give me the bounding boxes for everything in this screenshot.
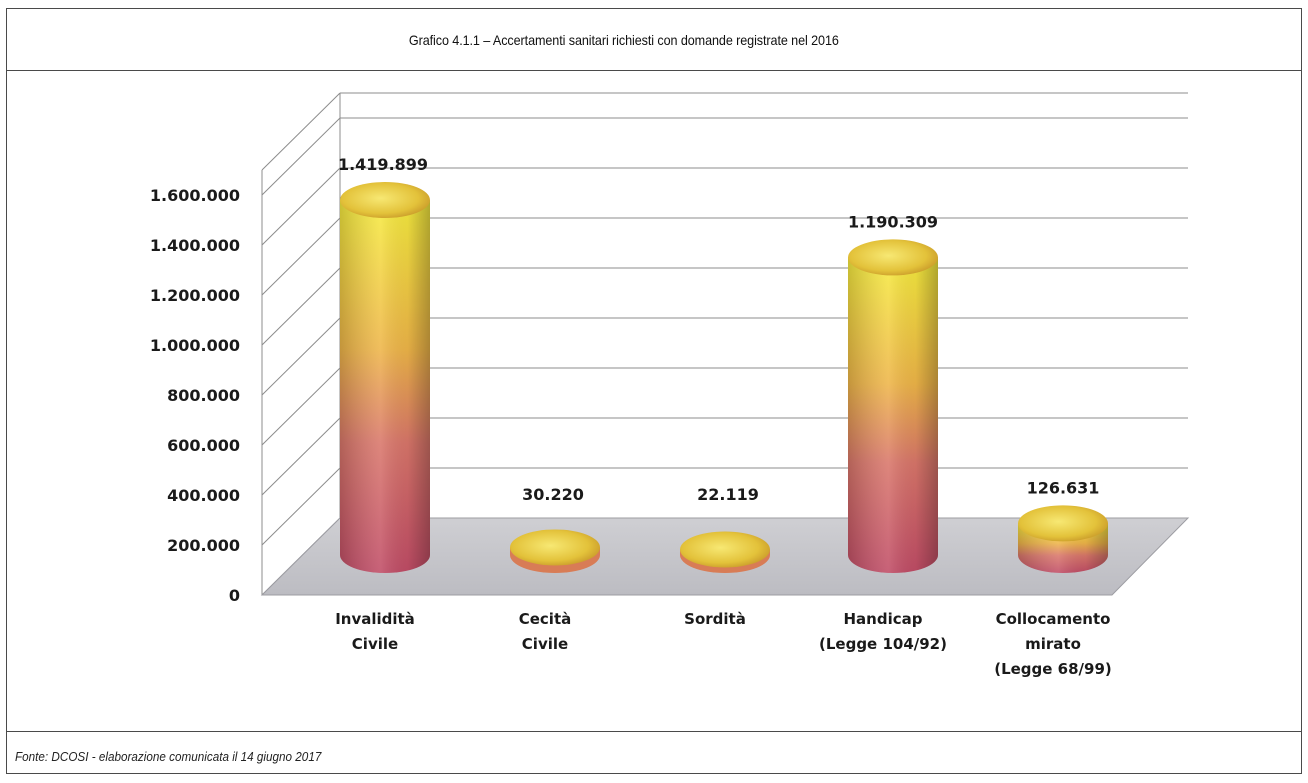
bar-shade	[340, 200, 430, 573]
gridline-side	[261, 217, 341, 296]
labels-layer: 0 200.000 400.000 600.000 800.000 1.000.000 1.…	[150, 155, 1112, 678]
gridline-side	[261, 317, 341, 396]
bar-cap	[1018, 505, 1108, 542]
y-tick-label: 1.000.000	[150, 336, 240, 355]
data-label: 126.631	[1027, 478, 1100, 497]
bar	[340, 182, 430, 573]
data-label: 22.119	[697, 485, 759, 504]
grid-layer	[261, 92, 1188, 596]
y-tick-label: 1.600.000	[150, 186, 240, 205]
bar-cap	[340, 182, 430, 219]
y-tick-label: 0	[229, 586, 240, 605]
x-tick-label: (Legge 104/92)	[819, 635, 947, 653]
x-tick-label: Civile	[522, 635, 568, 653]
y-tick-label: 800.000	[167, 386, 240, 405]
bar	[848, 239, 938, 573]
chart-frame: Grafico 4.1.1 – Accertamenti sanitari ri…	[6, 8, 1302, 774]
x-tick-label: Cecità	[519, 610, 572, 628]
gridline-side	[261, 467, 341, 546]
data-label: 1.190.309	[848, 212, 938, 231]
y-tick-label: 1.400.000	[150, 236, 240, 255]
gridline-side	[261, 117, 341, 196]
footer-divider	[7, 731, 1301, 732]
x-tick-label: Invalidità	[335, 610, 415, 628]
bar	[1018, 505, 1108, 573]
bar-cap	[680, 531, 770, 568]
title-bar: Grafico 4.1.1 – Accertamenti sanitari ri…	[7, 9, 1301, 71]
y-tick-label: 600.000	[167, 436, 240, 455]
data-label: 30.220	[522, 485, 584, 504]
x-tick-label: Sordità	[684, 610, 746, 628]
y-tick-label: 1.200.000	[150, 286, 240, 305]
bars-layer	[340, 182, 1108, 573]
gridline-side	[261, 92, 341, 171]
data-label: 1.419.899	[338, 155, 428, 174]
gridline-side	[261, 367, 341, 446]
bar	[510, 529, 600, 573]
bar-shade	[848, 257, 938, 573]
gridline-side	[261, 267, 341, 346]
x-tick-label: Handicap	[844, 610, 923, 628]
y-tick-label: 400.000	[167, 486, 240, 505]
gridline-side	[261, 417, 341, 496]
x-tick-label: (Legge 68/99)	[994, 660, 1112, 678]
source-note: Fonte: DCOSI - elaborazione comunicata i…	[15, 749, 322, 764]
gridline-side	[261, 167, 341, 246]
x-tick-label: mirato	[1025, 635, 1081, 653]
bar-cap	[510, 529, 600, 566]
chart-title: Grafico 4.1.1 – Accertamenti sanitari ri…	[409, 31, 839, 48]
bar	[680, 531, 770, 573]
y-tick-label: 200.000	[167, 536, 240, 555]
x-tick-label: Collocamento	[996, 610, 1111, 628]
bar-cap	[848, 239, 938, 276]
x-tick-label: Civile	[352, 635, 398, 653]
